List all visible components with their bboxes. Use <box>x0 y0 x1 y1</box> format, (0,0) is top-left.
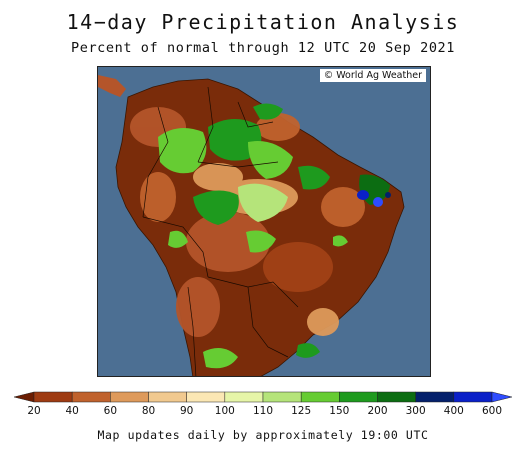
page-subtitle: Percent of normal through 12 UTC 20 Sep … <box>70 40 456 56</box>
legend-bar <box>13 391 513 403</box>
legend-tick-label: 90 <box>179 405 194 417</box>
legend-swatch <box>262 391 302 403</box>
legend-swatch <box>377 391 416 403</box>
legend-tick-label: 200 <box>367 405 388 417</box>
legend-tick-label: 110 <box>252 405 274 417</box>
very-wet-spots <box>357 190 391 207</box>
legend-swatch <box>224 391 264 403</box>
legend-tick-label: 40 <box>65 405 79 417</box>
page-title: 14−day Precipitation Analysis <box>66 10 460 34</box>
legend-tick-label: 150 <box>329 405 350 417</box>
legend-swatch <box>33 391 73 403</box>
precipitation-map[interactable]: © World Ag Weather <box>97 66 431 377</box>
country-borders <box>142 86 299 376</box>
color-legend <box>0 390 526 420</box>
legend-tick-label: 80 <box>141 405 156 417</box>
legend-swatch <box>110 391 149 403</box>
legend-tick-label: 100 <box>214 405 235 417</box>
legend-tick-label: 20 <box>27 405 41 417</box>
legend-tick-label: 125 <box>291 405 312 417</box>
footer-note: Map updates daily by approximately 19:00… <box>97 428 429 442</box>
legend-swatch <box>186 391 226 403</box>
legend-swatch <box>339 391 378 403</box>
map-credit: © World Ag Weather <box>319 69 426 82</box>
legend-tick-label: 60 <box>103 405 118 417</box>
legend-swatch <box>453 391 493 403</box>
legend-tick-label: 400 <box>443 405 464 417</box>
legend-swatch <box>71 391 111 403</box>
legend-swatch <box>415 391 455 403</box>
legend-tick-label: 300 <box>405 405 426 417</box>
central-america <box>98 75 126 97</box>
wet-zones <box>158 103 390 369</box>
legend-swatch <box>300 391 340 403</box>
map-canvas <box>98 67 430 376</box>
legend-arrow-high <box>491 391 513 403</box>
legend-arrow-low <box>13 391 35 403</box>
legend-tick-label: 600 <box>481 405 503 417</box>
legend-swatch <box>148 391 187 403</box>
